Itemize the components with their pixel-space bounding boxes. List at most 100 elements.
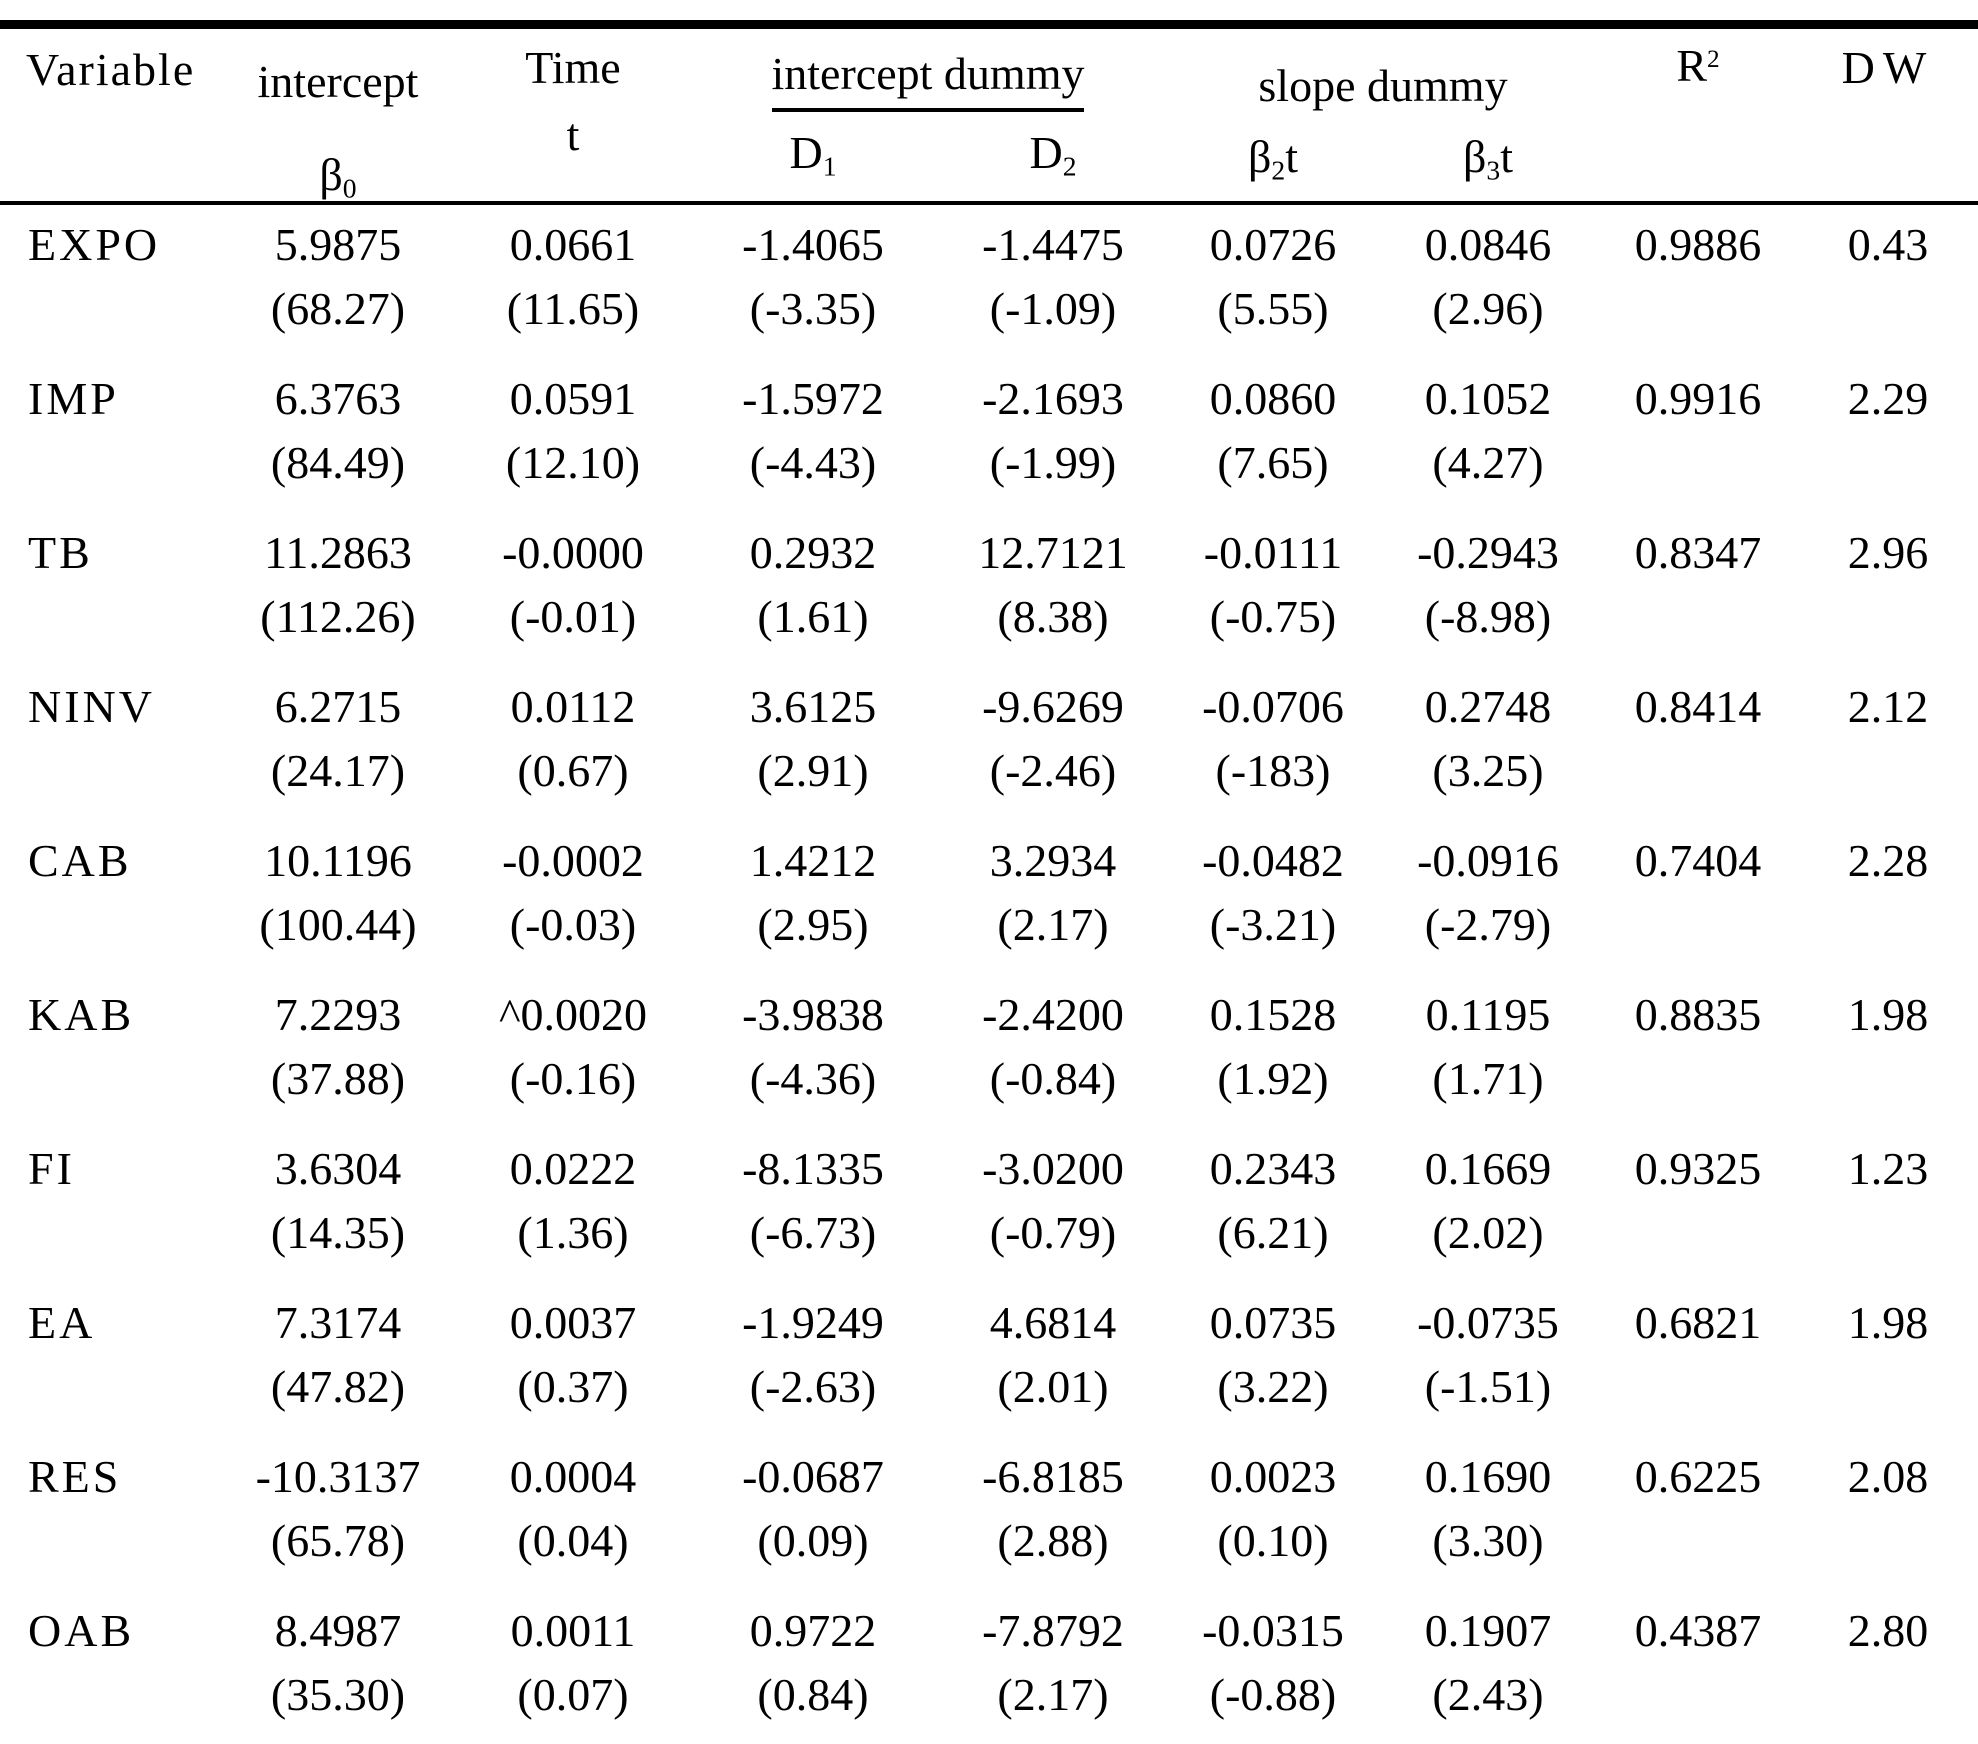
- r-squared-value: 0.9886: [1634, 219, 1762, 270]
- t-statistic: (-2.63): [749, 1361, 877, 1412]
- table-row: CAB 10.1196 (100.44) -0.0002 (-0.03) 1.4…: [0, 829, 1978, 983]
- table-row: EA 7.3174 (47.82) 0.0037 (0.37) -1.9249 …: [0, 1291, 1978, 1445]
- header-time-symbol: t: [566, 109, 580, 160]
- t-statistic: (2.43): [1432, 1669, 1544, 1720]
- t-statistic: (-6.73): [749, 1207, 877, 1258]
- coefficient-value: -0.0916: [1417, 835, 1559, 886]
- cell-intercept-dummy-d2: -9.6269 (-2.46): [938, 675, 1168, 829]
- coefficient-value: 0.0846: [1424, 219, 1552, 270]
- cell-durbin-watson: 1.23: [1798, 1137, 1978, 1291]
- table-row: NINV 6.2715 (24.17) 0.0112 (0.67) 3.6125…: [0, 675, 1978, 829]
- cell-slope-dummy-b3t: 0.1690 (3.30): [1378, 1445, 1598, 1599]
- header-intercept: intercept β0: [218, 24, 458, 205]
- t-statistic: (24.17): [270, 745, 406, 796]
- coefficient-value: 8.4987: [274, 1605, 402, 1656]
- t-statistic: (7.65): [1217, 437, 1329, 488]
- coefficient-value: 0.2748: [1424, 681, 1552, 732]
- cell-intercept-b0: 6.3763 (84.49): [218, 367, 458, 521]
- t-statistic: (14.35): [270, 1207, 406, 1258]
- t-statistic: (1.61): [757, 591, 869, 642]
- cell-r-squared: 0.6225: [1598, 1445, 1798, 1599]
- r-squared-value: 0.6821: [1634, 1297, 1762, 1348]
- t-statistic: (-4.36): [749, 1053, 877, 1104]
- cell-slope-dummy-b2t: 0.0023 (0.10): [1168, 1445, 1378, 1599]
- coefficient-value: 0.1528: [1209, 989, 1337, 1040]
- coefficient-value: 0.2343: [1209, 1143, 1337, 1194]
- cell-intercept-b0: 7.2293 (37.88): [218, 983, 458, 1137]
- coefficient-value: -9.6269: [982, 681, 1124, 732]
- t-statistic: (-0.79): [989, 1207, 1117, 1258]
- coefficient-value: 0.0591: [509, 373, 637, 424]
- variable-label: TB: [28, 527, 93, 578]
- cell-variable: OAB: [0, 1599, 218, 1744]
- cell-variable: IMP: [0, 367, 218, 521]
- cell-slope-dummy-b2t: 0.2343 (6.21): [1168, 1137, 1378, 1291]
- coefficient-value: -1.5972: [742, 373, 884, 424]
- cell-variable: TB: [0, 521, 218, 675]
- cell-slope-dummy-b2t: -0.0315 (-0.88): [1168, 1599, 1378, 1744]
- coefficient-value: 7.2293: [274, 989, 402, 1040]
- t-statistic: (2.95): [757, 899, 869, 950]
- cell-intercept-dummy-d1: 0.9722 (0.84): [688, 1599, 938, 1744]
- table-row: TB 11.2863 (112.26) -0.0000 (-0.01) 0.29…: [0, 521, 1978, 675]
- cell-r-squared: 0.6821: [1598, 1291, 1798, 1445]
- coefficient-value: 0.0735: [1209, 1297, 1337, 1348]
- t-statistic: (-0.01): [509, 591, 637, 642]
- durbin-watson-value: 1.98: [1847, 989, 1929, 1040]
- header-intercept-dummy-label: intercept dummy: [771, 47, 1085, 112]
- cell-r-squared: 0.9916: [1598, 367, 1798, 521]
- cell-slope-dummy-b3t: 0.1669 (2.02): [1378, 1137, 1598, 1291]
- t-statistic: (84.49): [270, 437, 406, 488]
- cell-intercept-dummy-d1: 3.6125 (2.91): [688, 675, 938, 829]
- t-statistic: (-3.35): [749, 283, 877, 334]
- cell-variable: CAB: [0, 829, 218, 983]
- cell-r-squared: 0.8835: [1598, 983, 1798, 1137]
- t-statistic: (-0.84): [989, 1053, 1117, 1104]
- t-statistic: (-2.46): [989, 745, 1117, 796]
- cell-r-squared: 0.9325: [1598, 1137, 1798, 1291]
- cell-time-t: 0.0661 (11.65): [458, 203, 688, 367]
- cell-durbin-watson: 1.98: [1798, 983, 1978, 1137]
- cell-time-t: 0.0591 (12.10): [458, 367, 688, 521]
- coefficient-value: 3.6304: [274, 1143, 402, 1194]
- header-row: Variable intercept β0 Time t intercept d…: [0, 24, 1978, 205]
- cell-durbin-watson: 2.08: [1798, 1445, 1978, 1599]
- variable-label: CAB: [28, 835, 132, 886]
- coefficient-value: 3.2934: [989, 835, 1117, 886]
- coefficient-value: 10.1196: [264, 835, 412, 886]
- coefficient-value: 4.6814: [989, 1297, 1117, 1348]
- table-row: RES -10.3137 (65.78) 0.0004 (0.04) -0.06…: [0, 1445, 1978, 1599]
- cell-slope-dummy-b2t: -0.0706 (-183): [1168, 675, 1378, 829]
- coefficient-value: -6.8185: [982, 1451, 1124, 1502]
- cell-time-t: -0.0002 (-0.03): [458, 829, 688, 983]
- cell-intercept-dummy-d1: -3.9838 (-4.36): [688, 983, 938, 1137]
- t-statistic: (4.27): [1432, 437, 1544, 488]
- cell-r-squared: 0.7404: [1598, 829, 1798, 983]
- cell-durbin-watson: 2.96: [1798, 521, 1978, 675]
- header-intercept-dummy-symbols: D1 D2: [688, 126, 1168, 180]
- cell-time-t: ^0.0020 (-0.16): [458, 983, 688, 1137]
- t-statistic: (8.38): [997, 591, 1109, 642]
- coefficient-value: -0.0002: [502, 835, 644, 886]
- header-b2t-symbol: β2t: [1248, 131, 1298, 186]
- t-statistic: (3.25): [1432, 745, 1544, 796]
- t-statistic: (12.10): [505, 437, 641, 488]
- t-statistic: (68.27): [270, 283, 406, 334]
- cell-slope-dummy-b3t: -0.0735 (-1.51): [1378, 1291, 1598, 1445]
- t-statistic: (100.44): [259, 899, 417, 950]
- durbin-watson-value: 2.08: [1847, 1451, 1929, 1502]
- cell-time-t: -0.0000 (-0.01): [458, 521, 688, 675]
- coefficient-value: 0.1052: [1424, 373, 1552, 424]
- header-time: Time t: [458, 24, 688, 205]
- coefficient-value: -0.0687: [742, 1451, 884, 1502]
- header-b3t-symbol: β3t: [1463, 131, 1513, 186]
- coefficient-value: 6.2715: [274, 681, 402, 732]
- cell-slope-dummy-b3t: 0.1052 (4.27): [1378, 367, 1598, 521]
- cell-time-t: 0.0011 (0.07): [458, 1599, 688, 1744]
- t-statistic: (35.30): [270, 1669, 406, 1720]
- header-intercept-dummy-group: intercept dummy D1 D2: [688, 24, 1168, 205]
- coefficient-value: 0.1690: [1424, 1451, 1552, 1502]
- t-statistic: (2.02): [1432, 1207, 1544, 1258]
- header-durbin-watson: DW: [1798, 24, 1978, 205]
- t-statistic: (1.36): [517, 1207, 629, 1258]
